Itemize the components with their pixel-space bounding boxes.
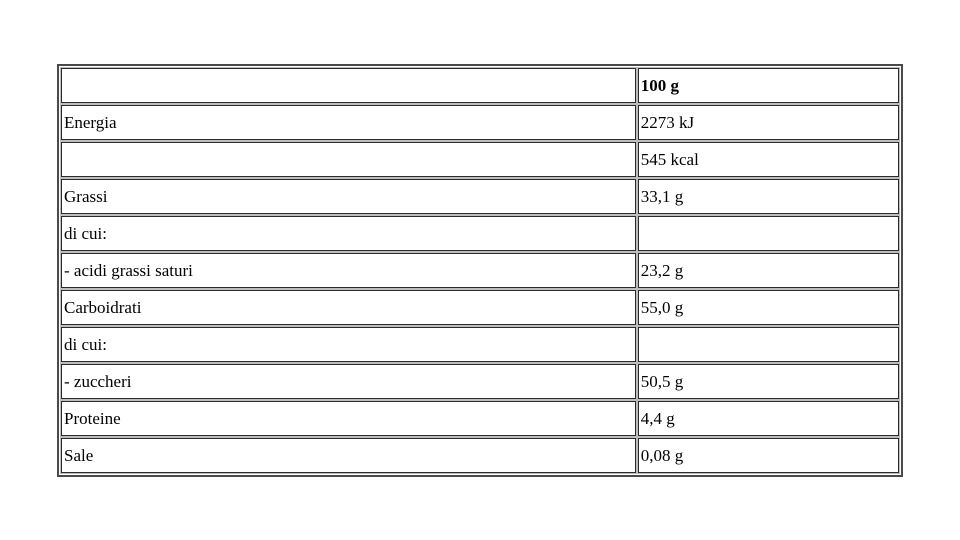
nutrient-label-cell: - zuccheri (61, 364, 636, 399)
nutrient-label-cell: Sale (61, 438, 636, 473)
table-row-energia-kj: Energia 2273 kJ (61, 105, 899, 140)
nutrition-table: 100 g Energia 2273 kJ 545 kcal Grassi 33… (57, 64, 903, 477)
nutrient-value-cell: 545 kcal (637, 142, 899, 177)
table-row-di-cui-grassi: di cui: (61, 216, 899, 251)
nutrient-label-cell: Grassi (61, 179, 636, 214)
nutrient-value-cell: 23,2 g (637, 253, 899, 288)
table-row-carboidrati: Carboidrati 55,0 g (61, 290, 899, 325)
header-label-cell (61, 68, 636, 103)
table-row-grassi: Grassi 33,1 g (61, 179, 899, 214)
nutrient-value-cell (637, 216, 899, 251)
nutrient-value-cell: 55,0 g (637, 290, 899, 325)
table-row-proteine: Proteine 4,4 g (61, 401, 899, 436)
nutrient-label-cell: - acidi grassi saturi (61, 253, 636, 288)
table-header-row: 100 g (61, 68, 899, 103)
nutrient-value-cell: 2273 kJ (637, 105, 899, 140)
nutrient-value-cell: 33,1 g (637, 179, 899, 214)
nutrient-label-cell: Proteine (61, 401, 636, 436)
nutrient-label-cell: di cui: (61, 216, 636, 251)
nutrient-label-cell: di cui: (61, 327, 636, 362)
header-amount-cell: 100 g (637, 68, 899, 103)
table-row-di-cui-carboidrati: di cui: (61, 327, 899, 362)
nutrient-label-cell: Carboidrati (61, 290, 636, 325)
table-row-sale: Sale 0,08 g (61, 438, 899, 473)
table-row-energia-kcal: 545 kcal (61, 142, 899, 177)
nutrient-label-cell (61, 142, 636, 177)
nutrient-value-cell: 50,5 g (637, 364, 899, 399)
nutrient-value-cell: 0,08 g (637, 438, 899, 473)
table-row-zuccheri: - zuccheri 50,5 g (61, 364, 899, 399)
nutrient-label-cell: Energia (61, 105, 636, 140)
table-row-acidi-grassi-saturi: - acidi grassi saturi 23,2 g (61, 253, 899, 288)
nutrient-value-cell (637, 327, 899, 362)
nutrient-value-cell: 4,4 g (637, 401, 899, 436)
